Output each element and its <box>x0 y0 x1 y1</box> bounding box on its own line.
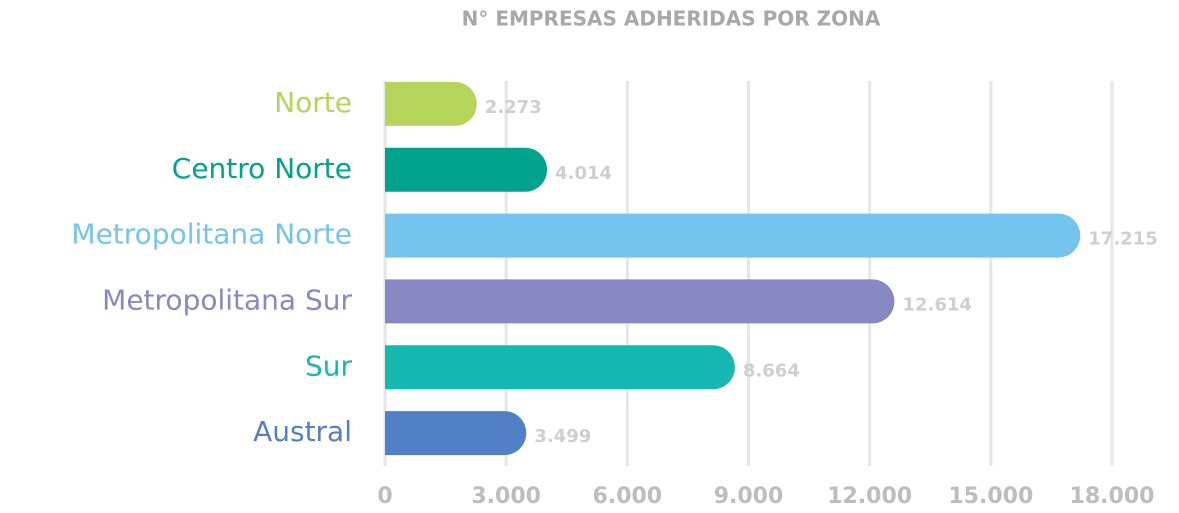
x-tick-label: 18.000 <box>1070 484 1155 509</box>
value-label: 3.499 <box>534 426 591 447</box>
value-label: 2.273 <box>485 97 542 118</box>
x-tick-label: 0 <box>377 484 392 509</box>
bar <box>385 81 477 126</box>
value-label: 12.614 <box>902 294 971 315</box>
x-tick-label: 15.000 <box>948 484 1033 509</box>
y-tick-label: Sur <box>305 349 353 382</box>
y-tick-label: Norte <box>274 86 352 119</box>
y-tick-label: Austral <box>253 415 352 448</box>
bar <box>385 213 1081 258</box>
bar <box>385 147 548 192</box>
bar <box>385 279 895 324</box>
bar <box>385 345 735 390</box>
bar <box>385 411 527 456</box>
value-label: 17.215 <box>1088 229 1157 250</box>
y-tick-label: Metropolitana Sur <box>102 283 352 316</box>
y-tick-label: Centro Norte <box>172 152 352 185</box>
chart-title: N° EMPRESAS ADHERIDAS POR ZONA <box>462 7 881 31</box>
x-tick-label: 9.000 <box>714 484 784 509</box>
value-label: 8.664 <box>743 360 800 381</box>
y-tick-label: Metropolitana Norte <box>71 218 352 251</box>
x-tick-label: 12.000 <box>827 484 912 509</box>
x-tick-label: 3.000 <box>471 484 541 509</box>
value-label: 4.014 <box>555 163 612 184</box>
x-tick-label: 6.000 <box>593 484 663 509</box>
